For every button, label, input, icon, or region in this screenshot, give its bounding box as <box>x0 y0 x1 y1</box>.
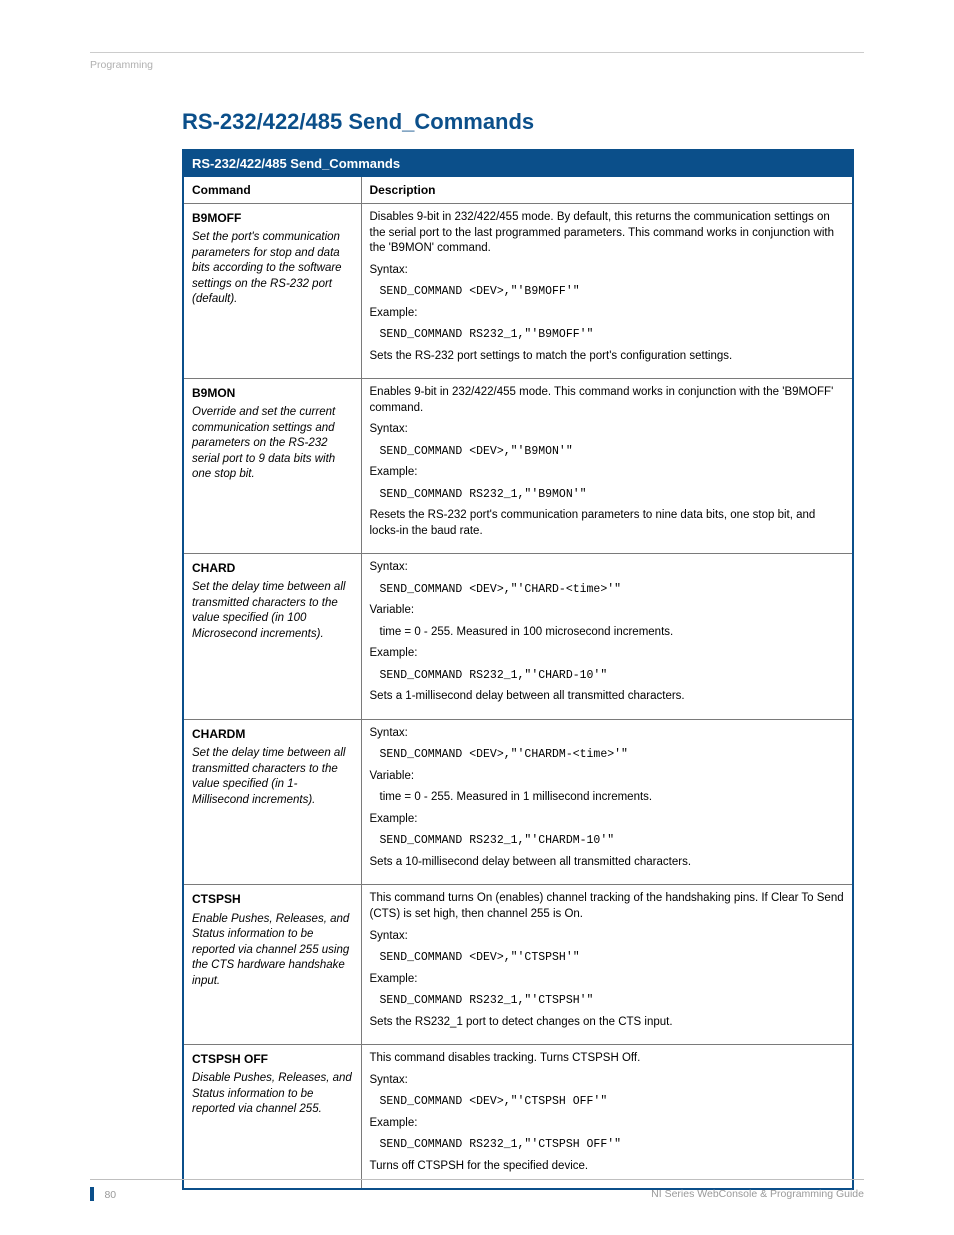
page-number: 80 <box>104 1189 116 1201</box>
col-command-header: Command <box>183 177 361 204</box>
command-short-desc: Set the port's communication parameters … <box>192 230 353 308</box>
syntax-code: SEND_COMMAND <DEV>,"'B9MOFF'" <box>380 284 845 300</box>
example-label: Example: <box>370 972 845 988</box>
example-code: SEND_COMMAND RS232_1,"'CTSPSH'" <box>380 993 845 1009</box>
example-label: Example: <box>370 465 845 481</box>
example-code: SEND_COMMAND RS232_1,"'B9MOFF'" <box>380 327 845 343</box>
syntax-label: Syntax: <box>370 929 845 945</box>
command-name: B9MOFF <box>192 210 353 226</box>
page-number-wrap: 80 <box>90 1185 116 1203</box>
col-description-header: Description <box>361 177 853 204</box>
table-row: CTSPSH OFF Disable Pushes, Releases, and … <box>183 1045 853 1190</box>
result-text: Sets a 10-millisecond delay between all … <box>370 855 845 871</box>
example-code: SEND_COMMAND RS232_1,"'B9MON'" <box>380 487 845 503</box>
example-label: Example: <box>370 646 845 662</box>
description-cell: Syntax: SEND_COMMAND <DEV>,"'CHARDM-<time… <box>361 719 853 885</box>
result-text: Sets the RS-232 port settings to match t… <box>370 349 845 365</box>
variable-text: time = 0 - 255. Measured in 100 microsec… <box>380 625 845 641</box>
description-cell: Enables 9-bit in 232/422/455 mode. This … <box>361 379 853 554</box>
command-short-desc: Enable Pushes, Releases, and Status info… <box>192 912 353 990</box>
command-short-desc: Set the delay time between all transmitt… <box>192 580 353 642</box>
result-text: Turns off CTSPSH for the specified devic… <box>370 1159 845 1175</box>
command-cell: B9MOFF Set the port's communication param… <box>183 204 361 379</box>
command-short-desc: Disable Pushes, Releases, and Status inf… <box>192 1071 353 1118</box>
footer-rule <box>90 1179 864 1180</box>
section-title: RS-232/422/485 Send_Commands <box>182 109 864 135</box>
example-label: Example: <box>370 812 845 828</box>
desc-intro: This command disables tracking. Turns CT… <box>370 1051 845 1067</box>
command-cell: CHARD Set the delay time between all tran… <box>183 554 361 720</box>
page-footer: 80 NI Series WebConsole & Programming Gu… <box>90 1179 864 1203</box>
running-head: Programming <box>90 59 864 71</box>
command-cell: CTSPSH Enable Pushes, Releases, and Statu… <box>183 885 361 1045</box>
command-name: CTSPSH OFF <box>192 1051 353 1067</box>
commands-table: RS-232/422/485 Send_Commands Command Des… <box>182 149 854 1190</box>
description-cell: Syntax: SEND_COMMAND <DEV>,"'CHARD-<time>… <box>361 554 853 720</box>
syntax-label: Syntax: <box>370 422 845 438</box>
variable-label: Variable: <box>370 603 845 619</box>
description-cell: This command disables tracking. Turns CT… <box>361 1045 853 1190</box>
command-name: CHARD <box>192 560 353 576</box>
syntax-code: SEND_COMMAND <DEV>,"'CHARD-<time>'" <box>380 582 845 598</box>
doc-title: NI Series WebConsole & Programming Guide <box>651 1188 864 1200</box>
command-name: CHARDM <box>192 726 353 742</box>
result-text: Resets the RS-232 port's communication p… <box>370 508 845 539</box>
command-cell: CTSPSH OFF Disable Pushes, Releases, and … <box>183 1045 361 1190</box>
desc-intro: Enables 9-bit in 232/422/455 mode. This … <box>370 385 845 416</box>
example-code: SEND_COMMAND RS232_1,"'CTSPSH OFF'" <box>380 1137 845 1153</box>
syntax-label: Syntax: <box>370 1073 845 1089</box>
syntax-label: Syntax: <box>370 726 845 742</box>
command-cell: B9MON Override and set the current commun… <box>183 379 361 554</box>
variable-text: time = 0 - 255. Measured in 1 millisecon… <box>380 790 845 806</box>
command-name: B9MON <box>192 385 353 401</box>
example-label: Example: <box>370 1116 845 1132</box>
table-row: B9MON Override and set the current commun… <box>183 379 853 554</box>
command-name: CTSPSH <box>192 891 353 907</box>
description-cell: This command turns On (enables) channel … <box>361 885 853 1045</box>
desc-intro: This command turns On (enables) channel … <box>370 891 845 922</box>
table-title-bar: RS-232/422/485 Send_Commands <box>183 150 853 177</box>
top-rule <box>90 52 864 53</box>
syntax-code: SEND_COMMAND <DEV>,"'CHARDM-<time>'" <box>380 747 845 763</box>
description-cell: Disables 9-bit in 232/422/455 mode. By d… <box>361 204 853 379</box>
table-row: CHARDM Set the delay time between all tra… <box>183 719 853 885</box>
syntax-label: Syntax: <box>370 263 845 279</box>
example-label: Example: <box>370 306 845 322</box>
result-text: Sets the RS232_1 port to detect changes … <box>370 1015 845 1031</box>
desc-intro: Disables 9-bit in 232/422/455 mode. By d… <box>370 210 845 257</box>
syntax-code: SEND_COMMAND <DEV>,"'CTSPSH'" <box>380 950 845 966</box>
table-body: B9MOFF Set the port's communication param… <box>183 204 853 1190</box>
command-short-desc: Set the delay time between all transmitt… <box>192 746 353 808</box>
example-code: SEND_COMMAND RS232_1,"'CHARD-10'" <box>380 668 845 684</box>
variable-label: Variable: <box>370 769 845 785</box>
page-tick-icon <box>90 1187 94 1201</box>
page-container: Programming RS-232/422/485 Send_Commands… <box>0 0 954 1235</box>
syntax-label: Syntax: <box>370 560 845 576</box>
syntax-code: SEND_COMMAND <DEV>,"'B9MON'" <box>380 444 845 460</box>
table-row: CHARD Set the delay time between all tran… <box>183 554 853 720</box>
example-code: SEND_COMMAND RS232_1,"'CHARDM-10'" <box>380 833 845 849</box>
table-row: CTSPSH Enable Pushes, Releases, and Statu… <box>183 885 853 1045</box>
result-text: Sets a 1-millisecond delay between all t… <box>370 689 845 705</box>
command-cell: CHARDM Set the delay time between all tra… <box>183 719 361 885</box>
table-row: B9MOFF Set the port's communication param… <box>183 204 853 379</box>
syntax-code: SEND_COMMAND <DEV>,"'CTSPSH OFF'" <box>380 1094 845 1110</box>
command-short-desc: Override and set the current communicati… <box>192 405 353 483</box>
